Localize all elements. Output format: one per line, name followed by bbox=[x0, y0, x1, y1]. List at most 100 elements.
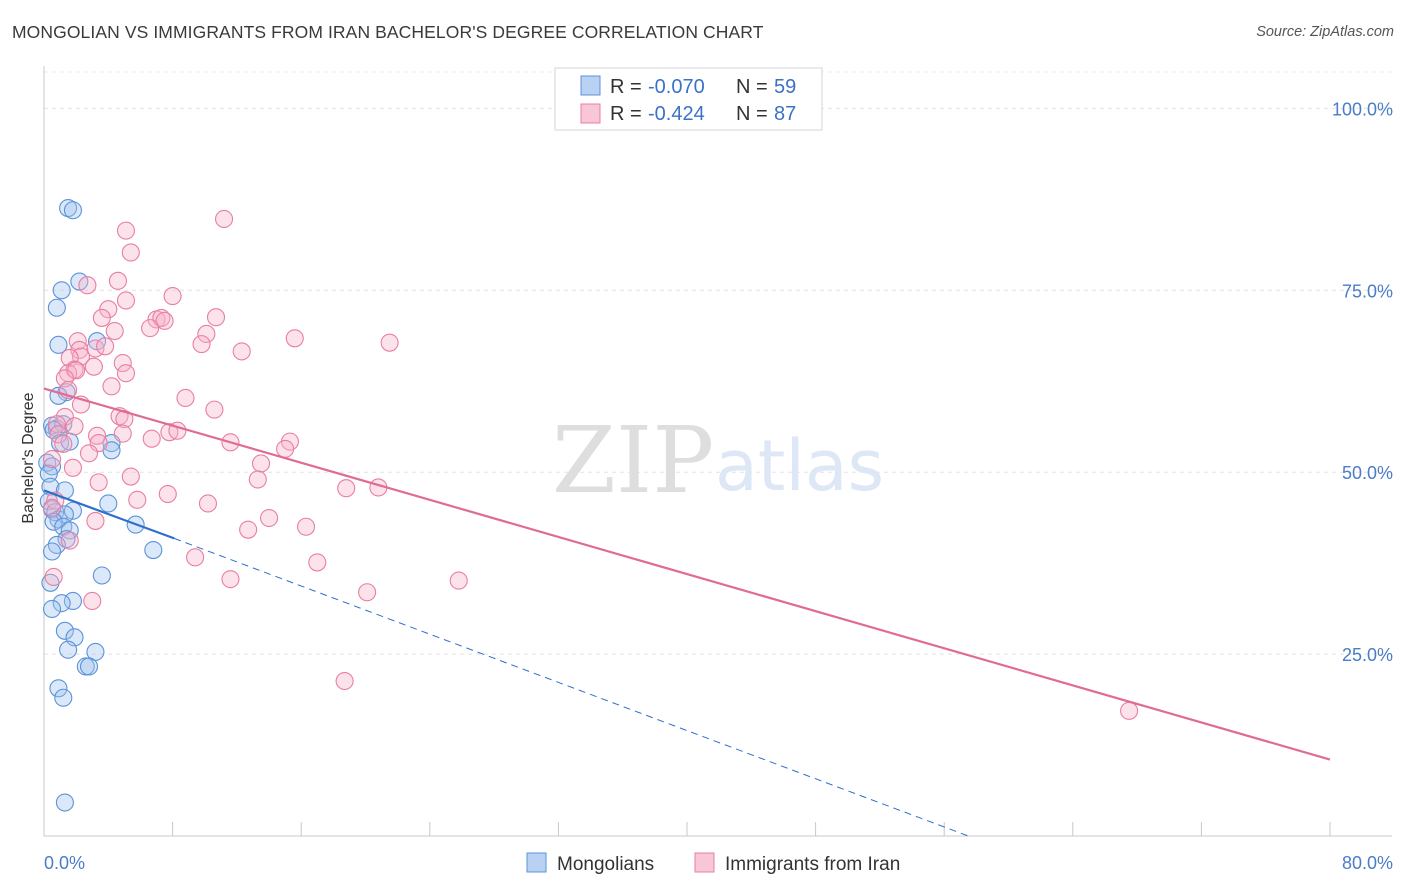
point-mongolians bbox=[63, 591, 82, 611]
point-mongolians bbox=[39, 464, 58, 483]
stats-legend: R = -0.070 N = 59 R = -0.424 N = 87 bbox=[554, 67, 823, 131]
point-iran bbox=[449, 571, 468, 590]
point-iran bbox=[296, 517, 316, 536]
point-iran bbox=[176, 388, 195, 408]
legend-r-label-mongolians: R = bbox=[610, 76, 642, 98]
point-iran bbox=[121, 243, 140, 262]
axes bbox=[43, 66, 1392, 837]
point-iran bbox=[380, 333, 399, 352]
point-iran bbox=[89, 473, 108, 492]
point-mongolians bbox=[79, 657, 99, 676]
x-tick-label-min: 0.0% bbox=[44, 853, 85, 873]
point-iran bbox=[113, 424, 132, 443]
point-iran bbox=[205, 400, 224, 419]
x-tick-labels: 0.0% 80.0% bbox=[44, 853, 1393, 873]
point-mongolians bbox=[54, 415, 73, 434]
trend-line-iran bbox=[43, 387, 1331, 761]
y-tick-label: 25.0% bbox=[1342, 645, 1393, 665]
point-iran bbox=[42, 450, 62, 469]
point-iran bbox=[186, 548, 205, 567]
point-iran bbox=[239, 520, 258, 539]
point-iran bbox=[198, 494, 218, 513]
point-iran bbox=[335, 671, 354, 691]
point-iran bbox=[141, 319, 160, 338]
point-iran bbox=[44, 567, 63, 587]
point-iran bbox=[1120, 701, 1139, 720]
legend-n-value-iran: 87 bbox=[774, 103, 796, 125]
point-mongolians bbox=[55, 621, 74, 640]
point-iran bbox=[54, 434, 73, 453]
point-iran bbox=[232, 342, 251, 361]
point-iran bbox=[49, 425, 68, 444]
series-mongolians bbox=[38, 199, 163, 812]
legend-r-label-iran: R = bbox=[610, 103, 642, 125]
y-tick-label: 50.0% bbox=[1342, 463, 1393, 483]
legend-swatch-mongolians bbox=[580, 75, 601, 96]
point-iran bbox=[55, 369, 74, 388]
legend-n-value-mongolians: 59 bbox=[774, 76, 796, 98]
point-iran bbox=[105, 321, 124, 341]
point-iran bbox=[87, 426, 107, 445]
point-iran bbox=[86, 511, 105, 530]
legend-swatch-iran bbox=[580, 103, 601, 124]
point-iran bbox=[221, 570, 240, 589]
point-iran bbox=[78, 276, 97, 295]
point-iran bbox=[276, 439, 295, 458]
grid-lines bbox=[44, 71, 1392, 655]
point-iran bbox=[102, 377, 121, 396]
point-iran bbox=[116, 364, 136, 383]
point-mongolians bbox=[55, 793, 74, 812]
point-iran bbox=[116, 291, 136, 310]
watermark-atlas: atlas bbox=[715, 425, 884, 507]
point-mongolians bbox=[99, 494, 118, 513]
chart-title: MONGOLIAN VS IMMIGRANTS FROM IRAN BACHEL… bbox=[12, 22, 764, 42]
point-mongolians bbox=[92, 566, 111, 585]
point-iran bbox=[197, 324, 216, 343]
point-mongolians bbox=[41, 573, 60, 592]
series-legend: Mongolians Immigrants from Iran bbox=[526, 852, 900, 875]
point-mongolians bbox=[52, 594, 71, 613]
x-tick-label-max: 80.0% bbox=[1342, 853, 1393, 873]
point-mongolians bbox=[42, 542, 62, 561]
point-iran bbox=[121, 467, 140, 486]
point-iran bbox=[142, 429, 161, 448]
point-iran bbox=[65, 417, 84, 436]
point-mongolians bbox=[47, 298, 66, 317]
point-iran bbox=[308, 553, 327, 572]
point-iran bbox=[251, 454, 271, 473]
point-mongolians bbox=[42, 599, 62, 619]
trend-line-mongolians bbox=[43, 489, 175, 540]
point-iran bbox=[259, 508, 279, 528]
point-iran bbox=[63, 458, 82, 477]
point-iran bbox=[116, 221, 136, 240]
point-iran bbox=[192, 335, 211, 354]
point-mongolians bbox=[44, 512, 63, 531]
watermark-zip: ZIP bbox=[552, 407, 714, 514]
point-iran bbox=[152, 308, 171, 327]
point-iran bbox=[113, 353, 132, 373]
point-mongolians bbox=[54, 688, 73, 707]
point-iran bbox=[214, 209, 234, 229]
point-iran bbox=[92, 308, 111, 327]
legend-r-value-iran: -0.424 bbox=[648, 103, 705, 125]
point-iran bbox=[108, 271, 127, 290]
point-iran bbox=[163, 287, 182, 306]
point-mongolians bbox=[49, 335, 68, 354]
series-legend-swatch-mongolians bbox=[526, 852, 547, 873]
point-mongolians bbox=[144, 540, 163, 560]
y-axis-label: Bachelor's Degree bbox=[20, 392, 37, 523]
series-iran bbox=[42, 209, 1139, 720]
source-label: Source: ZipAtlas.com bbox=[1256, 24, 1394, 40]
point-iran bbox=[158, 484, 177, 504]
point-iran bbox=[248, 470, 267, 489]
y-tick-labels: 25.0% 50.0% 75.0% 100.0% bbox=[1332, 99, 1393, 665]
series-legend-label-iran: Immigrants from Iran bbox=[725, 854, 900, 875]
y-tick-label: 75.0% bbox=[1342, 281, 1393, 301]
point-iran bbox=[60, 531, 79, 550]
trend-line-mongolians-extension bbox=[174, 537, 969, 837]
point-iran bbox=[96, 337, 115, 356]
legend-n-label-mongolians: N = bbox=[736, 76, 768, 98]
point-iran bbox=[358, 583, 377, 602]
point-iran bbox=[84, 357, 103, 376]
point-iran bbox=[206, 308, 226, 327]
